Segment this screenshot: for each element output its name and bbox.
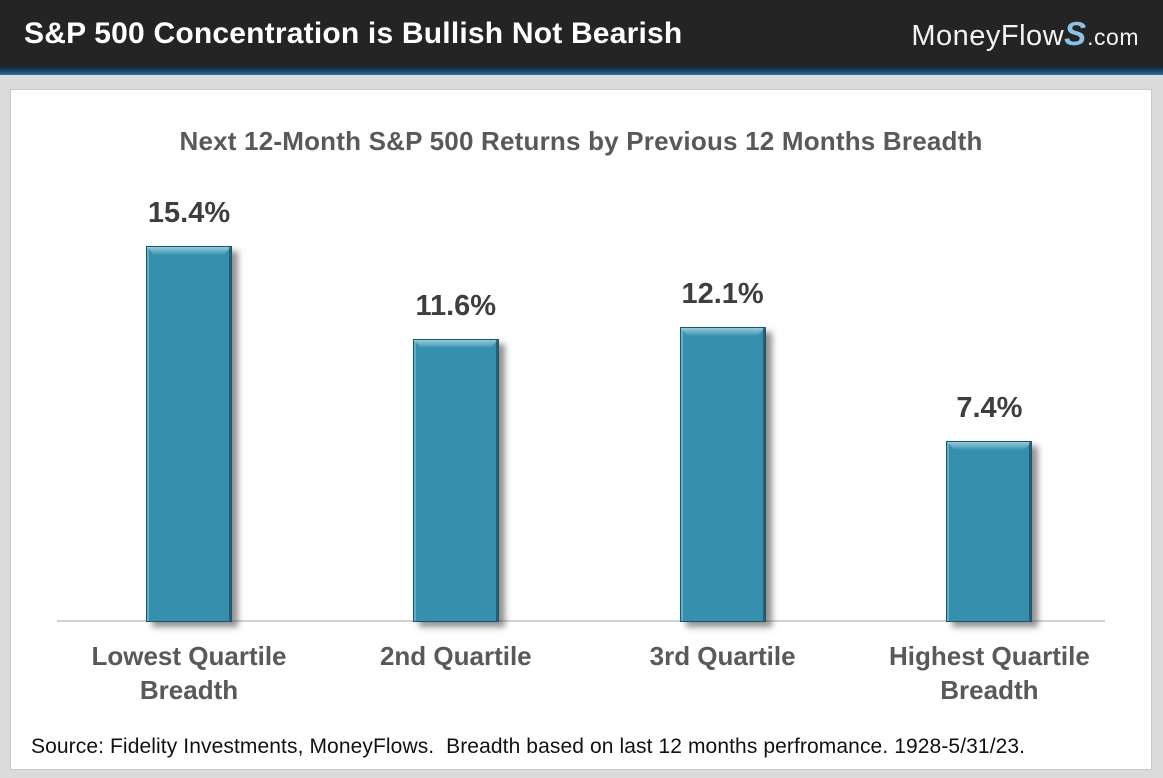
logo-s-swoosh-icon: S [1064, 14, 1087, 52]
chart-panel: 15.4% 11.6% 12.1% 7.4% Next 12-Month S&P 50… [10, 89, 1152, 770]
plot-area: 15.4% 11.6% 12.1% 7.4% [11, 90, 1151, 622]
header-title: S&P 500 Concentration is Bullish Not Bea… [24, 16, 683, 50]
header-bar: S&P 500 Concentration is Bullish Not Bea… [0, 0, 1163, 67]
chart-title: Next 12-Month S&P 500 Returns by Previou… [179, 126, 983, 156]
bar-value-label: 15.4% [147, 197, 231, 229]
logo-text-prefix: MoneyFlow [911, 19, 1065, 52]
source-note: Source: Fidelity Investments, MoneyFlows… [31, 735, 1026, 758]
bar [679, 327, 766, 622]
bar-value-label: 12.1% [681, 278, 764, 310]
bar [946, 441, 1033, 622]
bar-value-label: 7.4% [956, 392, 1023, 424]
x-axis-category-label: Highest Quartile Breadth [888, 641, 1090, 705]
x-axis-category-label: 3rd Quartile [649, 641, 796, 671]
x-axis-category-label: 2nd Quartile [379, 641, 532, 671]
x-axis-line [57, 620, 1105, 622]
bar [146, 246, 232, 622]
moneyflows-logo: MoneyFlow S .com [911, 15, 1139, 53]
bar [412, 339, 499, 622]
bar-value-label: 11.6% [415, 290, 497, 322]
logo-text-suffix: .com [1087, 23, 1139, 50]
header-divider [0, 67, 1163, 75]
x-axis-category-label: Lowest Quartile Breadth [91, 641, 287, 705]
